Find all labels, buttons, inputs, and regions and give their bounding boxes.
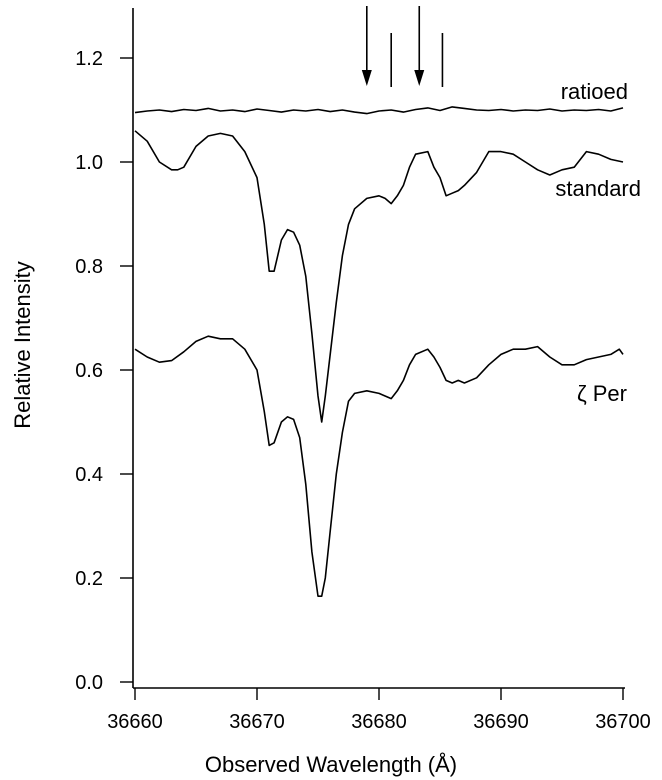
x-tick-label: 36700 [595,711,651,733]
x-tick-label: 36670 [229,711,285,733]
series-group [134,106,624,598]
y-ticks: 0.0 0.2 0.4 0.6 0.8 1.0 1.2 [75,48,133,694]
y-axis-title: Relative Intensity [10,261,35,429]
y-tick-label: 0.4 [75,464,103,486]
series-label-standard: standard [555,176,641,201]
series-line-2 [134,335,624,598]
x-ticks: 36660 36670 36680 36690 36700 [107,688,651,733]
y-tick-label: 0.6 [75,360,103,382]
line-markers [361,6,444,87]
x-tick-label: 36690 [473,711,529,733]
series-line-1 [134,130,624,423]
x-tick-label: 36660 [107,711,163,733]
y-tick-label: 0.0 [75,672,103,694]
y-tick-label: 0.8 [75,256,103,278]
down-arrow-icon [361,70,372,86]
y-tick-label: 0.2 [75,568,103,590]
y-tick-label: 1.2 [75,48,103,70]
down-arrow-icon [414,70,425,86]
x-axis-title: Observed Wavelength (Å) [205,752,457,777]
y-tick-label: 1.0 [75,152,103,174]
series-label-zeta-per: ζ Per [577,381,627,406]
series-label-ratioed: ratioed [561,79,628,104]
x-tick-label: 36680 [351,711,407,733]
series-line-0 [134,106,624,115]
